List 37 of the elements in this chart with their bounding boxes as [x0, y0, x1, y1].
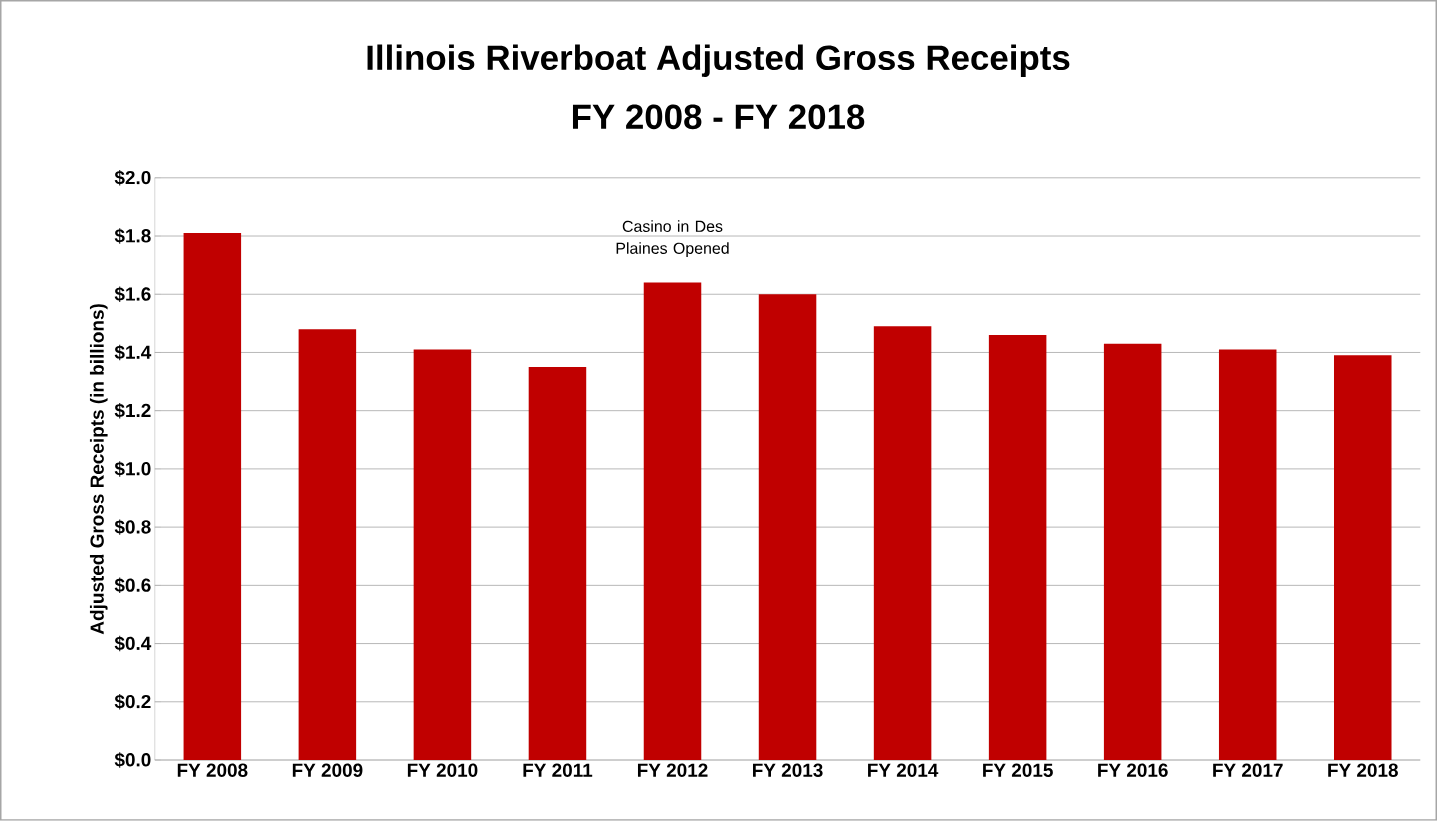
bar: [1218, 349, 1277, 761]
y-tick-label: $1.0: [114, 461, 151, 477]
bar: [873, 326, 932, 761]
x-tick-label: FY 2009: [292, 763, 363, 778]
bar: [988, 335, 1047, 761]
x-tick-label: FY 2018: [1328, 763, 1398, 778]
x-tick-label: FY 2015: [983, 763, 1053, 778]
bar: [528, 367, 587, 761]
chart-title: Illinois Riverboat Adjusted Gross Receipts: [367, 44, 1070, 78]
bar: [643, 282, 702, 761]
bar: [183, 233, 242, 761]
x-tick-label: FY 2013: [753, 763, 823, 778]
y-tick-label: $0.8: [114, 519, 151, 535]
y-tick-label: $0.0: [114, 752, 151, 768]
x-tick-label: FY 2014: [868, 763, 939, 778]
annotation: Casino in Des Plaines Opened: [616, 220, 729, 258]
bar: [1333, 355, 1392, 761]
y-tick-label: $1.4: [114, 344, 152, 361]
chart-subtitle: FY 2008 - FY 2018: [572, 104, 865, 130]
y-tick-label: $0.4: [114, 635, 152, 652]
y-tick-label: $2.0: [114, 170, 151, 186]
x-tick-label: FY 2016: [1098, 763, 1168, 778]
y-tick-label: $1.6: [114, 286, 151, 303]
y-axis-title: Adjusted Gross Receipts (in billions): [89, 304, 108, 635]
bar: [413, 349, 472, 761]
bar: [1103, 343, 1162, 761]
x-tick-label: FY 2008: [177, 763, 248, 778]
x-tick-label: FY 2012: [637, 763, 708, 778]
y-tick-label: $1.8: [114, 228, 151, 244]
y-tick-label: $0.2: [114, 694, 151, 710]
y-tick-label: $0.6: [114, 577, 151, 594]
bar: [298, 329, 357, 761]
bar: [758, 294, 817, 761]
y-tick-label: $1.2: [114, 403, 151, 419]
x-tick-label: FY 2011: [523, 763, 593, 778]
x-tick-label: FY 2010: [407, 763, 478, 778]
x-tick-label: FY 2017: [1213, 763, 1283, 778]
